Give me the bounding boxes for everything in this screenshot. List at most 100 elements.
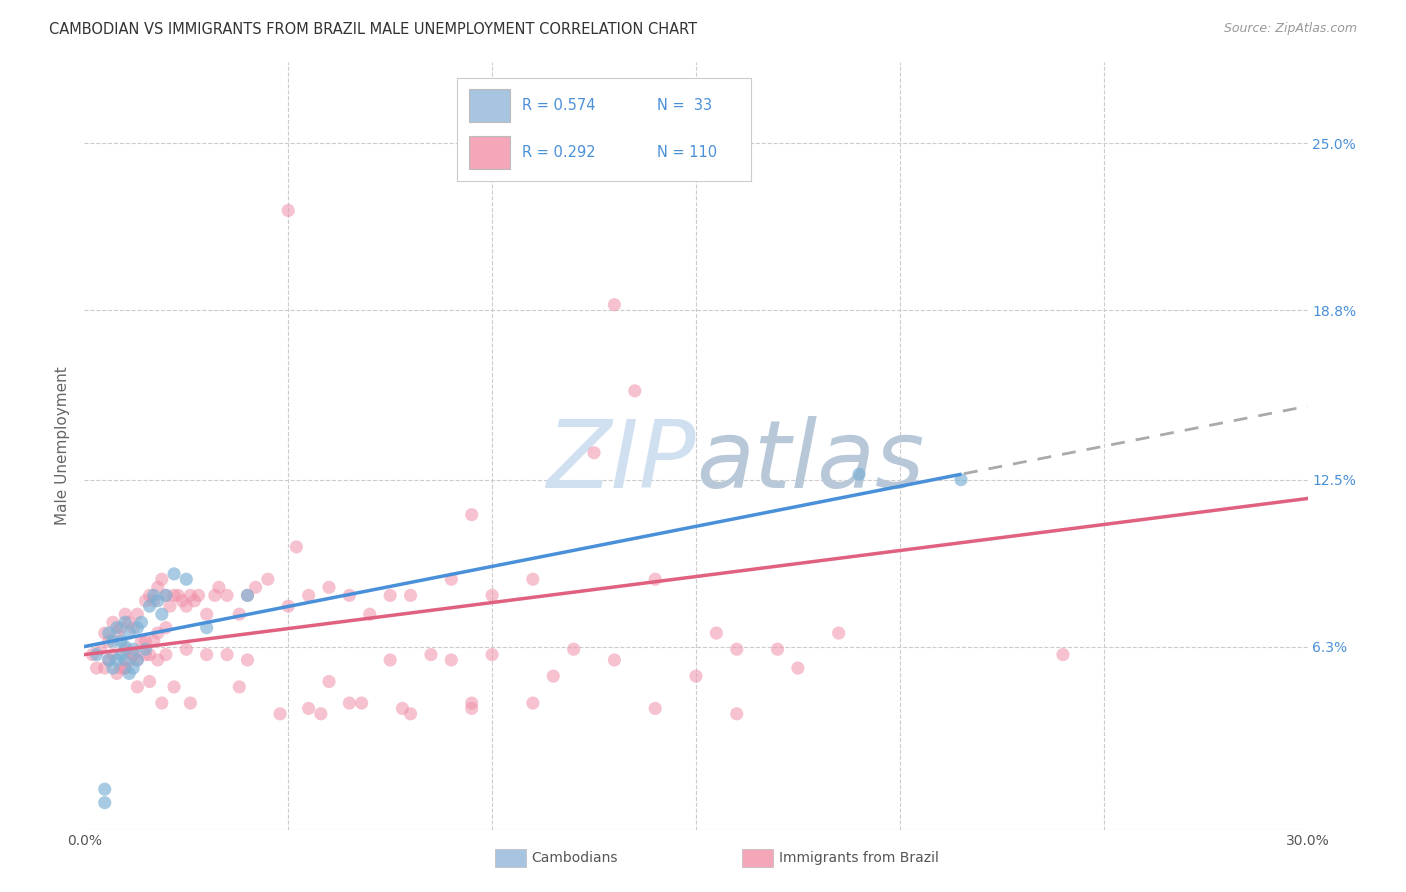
Point	[481, 648, 503, 662]
Point	[269, 706, 291, 721]
Point	[97, 653, 120, 667]
Point	[522, 572, 544, 586]
Point	[150, 696, 173, 710]
Point	[257, 572, 280, 586]
Point	[217, 588, 239, 602]
Point	[105, 666, 128, 681]
Point	[127, 680, 149, 694]
Point	[155, 588, 177, 602]
Point	[787, 661, 810, 675]
Point	[217, 648, 239, 662]
Point	[183, 594, 205, 608]
Point	[195, 607, 218, 622]
Point	[97, 626, 120, 640]
Point	[522, 696, 544, 710]
Point	[122, 642, 145, 657]
Point	[110, 648, 132, 662]
Point	[122, 648, 145, 662]
Point	[93, 661, 115, 675]
Point	[135, 594, 157, 608]
Point	[399, 706, 422, 721]
Point	[146, 580, 169, 594]
Point	[110, 661, 132, 675]
Point	[127, 653, 149, 667]
Point	[105, 653, 128, 667]
Point	[339, 588, 361, 602]
Point	[142, 588, 165, 602]
Point	[114, 661, 136, 675]
Point	[135, 642, 157, 657]
Point	[127, 607, 149, 622]
Point	[155, 648, 177, 662]
Text: atlas: atlas	[696, 416, 924, 507]
Point	[174, 572, 197, 586]
Point	[236, 588, 259, 602]
Point	[318, 580, 340, 594]
Point	[245, 580, 267, 594]
Point	[118, 615, 141, 630]
Point	[399, 588, 422, 602]
Point	[105, 626, 128, 640]
Point	[146, 594, 169, 608]
Point	[380, 653, 402, 667]
Point	[142, 594, 165, 608]
Point	[179, 696, 201, 710]
Text: Cambodians: Cambodians	[531, 851, 619, 865]
Point	[298, 701, 321, 715]
Point	[309, 706, 332, 721]
Point	[82, 648, 104, 662]
Text: CAMBODIAN VS IMMIGRANTS FROM BRAZIL MALE UNEMPLOYMENT CORRELATION CHART: CAMBODIAN VS IMMIGRANTS FROM BRAZIL MALE…	[49, 22, 697, 37]
Point	[114, 661, 136, 675]
Point	[420, 648, 443, 662]
Point	[163, 566, 186, 581]
Point	[174, 642, 197, 657]
Point	[97, 653, 120, 667]
Point	[150, 572, 173, 586]
Point	[380, 588, 402, 602]
Point	[118, 626, 141, 640]
Point	[122, 661, 145, 675]
Point	[93, 782, 115, 797]
Point	[163, 680, 186, 694]
Point	[318, 674, 340, 689]
Point	[101, 615, 124, 630]
Point	[706, 626, 728, 640]
Point	[285, 540, 308, 554]
Point	[562, 642, 585, 657]
Point	[603, 653, 626, 667]
Point	[155, 621, 177, 635]
Point	[172, 594, 194, 608]
Point	[583, 446, 606, 460]
Point	[359, 607, 381, 622]
Point	[461, 508, 484, 522]
Point	[114, 615, 136, 630]
Point	[86, 661, 108, 675]
Point	[159, 599, 181, 614]
Point	[277, 203, 299, 218]
Point	[208, 580, 231, 594]
Point	[110, 634, 132, 648]
Point	[543, 669, 565, 683]
Point	[138, 648, 160, 662]
Point	[174, 599, 197, 614]
Point	[644, 701, 666, 715]
Point	[138, 599, 160, 614]
Point	[93, 796, 115, 810]
Point	[624, 384, 647, 398]
Point	[135, 634, 157, 648]
Point	[163, 588, 186, 602]
Point	[440, 653, 463, 667]
Point	[105, 621, 128, 635]
Point	[236, 588, 259, 602]
Point	[146, 626, 169, 640]
Point	[131, 615, 153, 630]
Text: Immigrants from Brazil: Immigrants from Brazil	[779, 851, 939, 865]
Point	[114, 607, 136, 622]
Point	[118, 666, 141, 681]
Point	[114, 653, 136, 667]
Point	[350, 696, 373, 710]
Point	[114, 640, 136, 654]
Point	[766, 642, 789, 657]
Point	[950, 473, 973, 487]
Point	[138, 588, 160, 602]
